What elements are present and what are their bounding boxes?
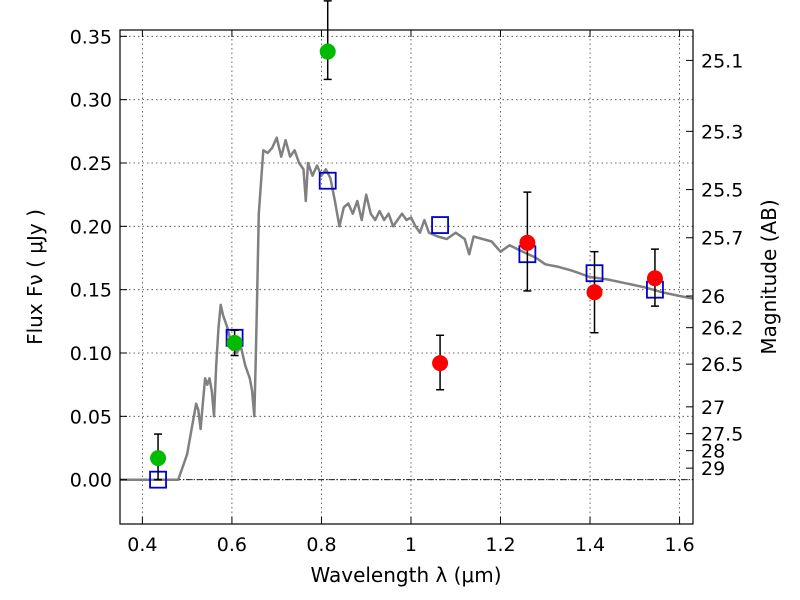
x-tick-label: 0.8 <box>306 534 336 556</box>
y-tick-label: 0.10 <box>70 343 112 365</box>
model-photometry-square <box>431 216 449 234</box>
y2-axis-label: Magnitude (AB) <box>757 199 781 354</box>
observed-flux-point <box>519 234 536 251</box>
y2-tick-label: 26.2 <box>701 318 743 340</box>
x-tick-label: 1 <box>405 534 417 556</box>
observed-flux-point <box>226 334 243 351</box>
plot-frame <box>119 29 694 525</box>
x-tick-label: 1.4 <box>575 534 605 556</box>
y-tick-label: 0.20 <box>70 216 112 238</box>
y2-tick-label: 25.5 <box>701 180 743 202</box>
y-tick-label: 0.15 <box>70 280 112 302</box>
observed-flux-point <box>150 450 167 467</box>
observed-flux-point <box>432 355 449 372</box>
y-tick-label: 0.25 <box>70 153 112 175</box>
model-photometry-square <box>318 171 337 190</box>
y2-tick-label: 25.3 <box>701 121 743 143</box>
x-tick-label: 1.2 <box>485 534 515 556</box>
y-tick-label: 0.30 <box>70 90 112 112</box>
y-tick-label: 0.05 <box>70 406 112 428</box>
y2-tick-label: 25.1 <box>701 50 743 72</box>
x-tick-label: 0.4 <box>127 534 157 556</box>
y-tick-label: 0.35 <box>70 26 112 48</box>
x-axis-label: Wavelength λ (μm) <box>310 563 501 587</box>
observed-flux-point <box>586 284 603 301</box>
y2-tick-label: 28 <box>701 441 725 463</box>
y-tick-label: 0.00 <box>70 470 112 492</box>
sed-model-curve <box>120 136 694 481</box>
observed-flux-point <box>319 43 336 60</box>
grid-lines <box>120 30 693 524</box>
axis-ticks: 0.4 0.6 0.8 1 1.2 1.4 1.6 0.00 0.05 0.10 0.15 0.20 0… <box>70 26 744 556</box>
x-tick-label: 1.6 <box>664 534 694 556</box>
data-markers <box>149 0 664 489</box>
y-axis-label: Flux Fν ( μJy ) <box>23 209 47 345</box>
y2-tick-label: 26 <box>701 286 725 308</box>
x-tick-label: 0.6 <box>217 534 247 556</box>
sed-model-line <box>120 136 694 481</box>
y2-tick-label: 27.5 <box>701 424 743 446</box>
y2-tick-label: 29 <box>701 458 725 480</box>
y2-tick-label: 25.7 <box>701 228 743 250</box>
y2-tick-label: 26.5 <box>701 354 743 376</box>
y2-tick-label: 27 <box>701 397 725 419</box>
observed-flux-point <box>646 270 663 287</box>
